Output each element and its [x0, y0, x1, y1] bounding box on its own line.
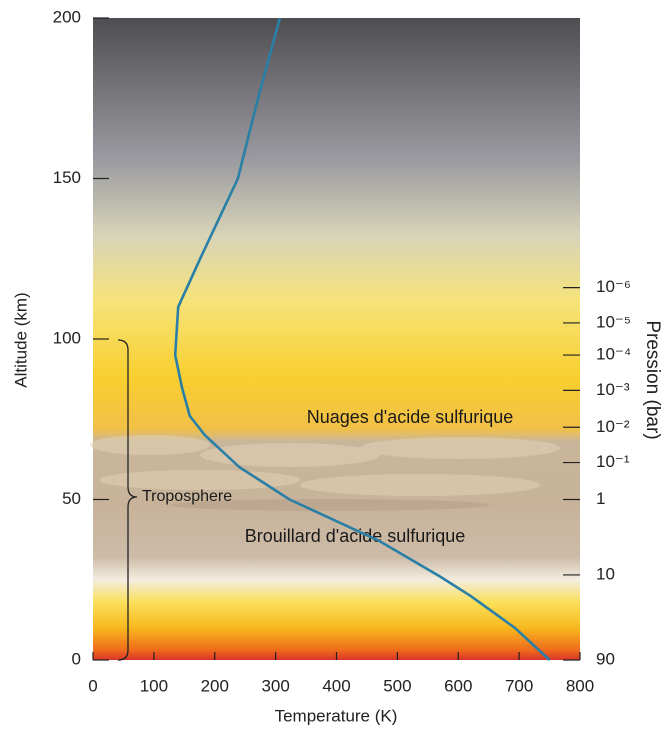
x-tick-label: 300 — [261, 676, 289, 695]
y2-tick-label: 10⁻³ — [596, 380, 630, 399]
x-tick-label: 200 — [201, 676, 229, 695]
y-tick-label: 0 — [72, 649, 81, 668]
y-tick-label: 150 — [53, 168, 81, 187]
y2-tick-label: 10 — [596, 564, 615, 583]
page: {"chart_data": { "type": "line", "x_labe… — [0, 0, 668, 731]
y-tick-label: 100 — [53, 328, 81, 347]
y2-tick-label: 10⁻⁶ — [596, 277, 631, 296]
x-tick-label: 400 — [322, 676, 350, 695]
y2-tick-label: 10⁻⁵ — [596, 312, 631, 331]
x-tick-label: 600 — [444, 676, 472, 695]
y2-tick-label: 10⁻¹ — [596, 452, 630, 471]
x-tick-label: 700 — [505, 676, 533, 695]
y-axis-label: Altitude (km) — [11, 292, 30, 387]
x-tick-label: 500 — [383, 676, 411, 695]
y-tick-label: 50 — [62, 489, 81, 508]
x-tick-label: 100 — [140, 676, 168, 695]
x-axis-label: Temperature (K) — [275, 706, 398, 725]
y2-tick-label: 10⁻⁴ — [596, 345, 631, 364]
x-tick-label: 800 — [566, 676, 594, 695]
y2-tick-label: 10⁻² — [596, 417, 630, 436]
annotation: Nuages d'acide sulfurique — [307, 407, 514, 427]
y2-axis-label: Pression (bar) — [642, 320, 663, 439]
x-tick-label: 0 — [88, 676, 97, 695]
y2-tick-label: 1 — [596, 489, 605, 508]
y-tick-label: 200 — [53, 7, 81, 26]
chart: Altitude (km) Temperature (K) Pression (… — [0, 0, 668, 731]
annotation: Troposphere — [142, 488, 232, 505]
y2-tick-label: 90 — [596, 649, 615, 668]
background — [93, 18, 580, 660]
